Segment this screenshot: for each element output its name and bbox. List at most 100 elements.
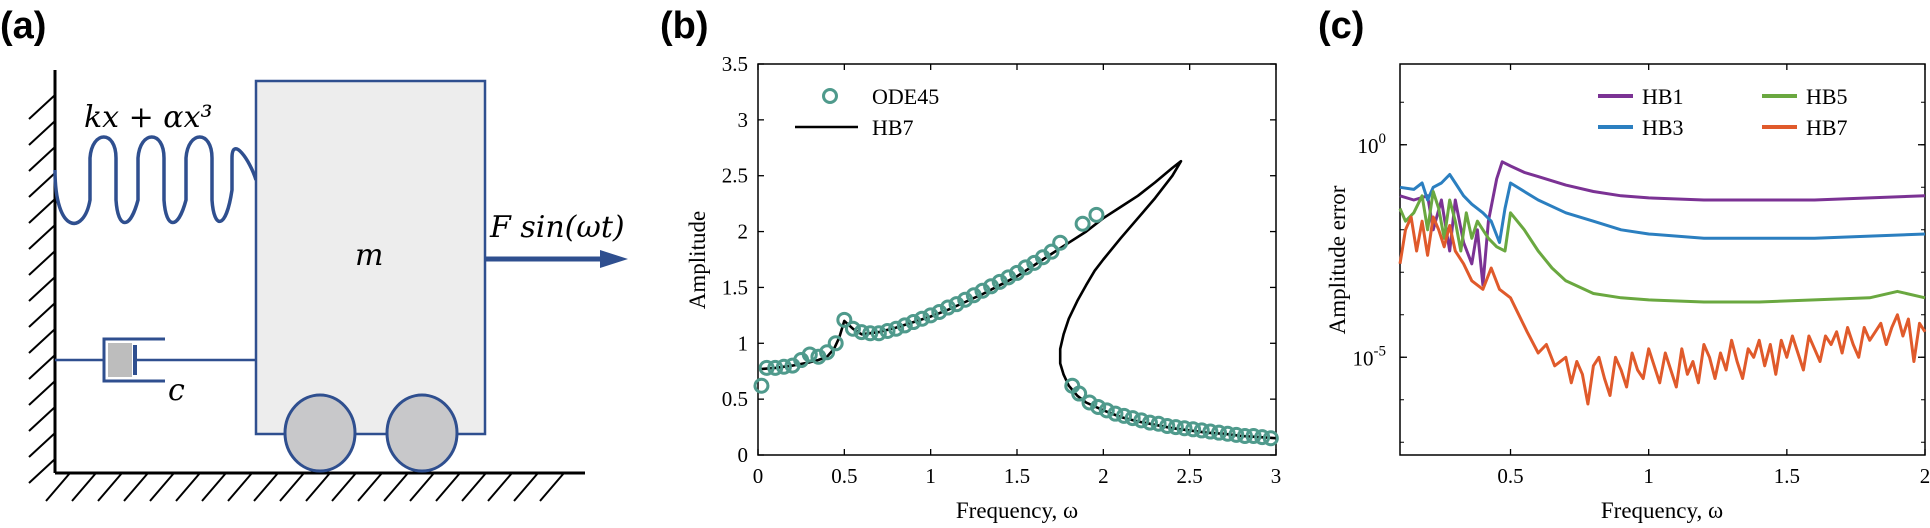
force-arrow xyxy=(485,250,628,268)
ode45-point xyxy=(1000,269,1017,286)
legend-hb3: HB3 xyxy=(1642,115,1684,140)
hatch-line xyxy=(279,472,305,502)
ode45-point xyxy=(879,322,896,339)
ode45-point xyxy=(836,311,853,328)
series-hb1-line xyxy=(1399,160,1926,287)
ode45-point xyxy=(1071,385,1088,402)
ode45-point xyxy=(767,359,784,376)
y-tick-label: 0 xyxy=(738,443,749,467)
legend-hb7: HB7 xyxy=(1806,115,1848,140)
hatch-line xyxy=(28,328,56,354)
x-tick-label: 1.5 xyxy=(1004,464,1030,488)
series-hb5-line xyxy=(1398,190,1926,304)
damper xyxy=(55,337,256,383)
plot-b-frame xyxy=(757,63,1277,456)
ode45-point xyxy=(1245,428,1262,445)
plot-c-legend: HB1 HB5 HB3 HB7 xyxy=(1598,84,1848,140)
hatch-line xyxy=(383,472,409,502)
panel-c: (c) 0.5 1 1.5 2 100 10-5 Frequency, ω Amplitu… xyxy=(1318,5,1930,523)
ode45-point xyxy=(1211,424,1228,441)
ode45-point xyxy=(1219,425,1236,442)
ode45-point xyxy=(965,287,982,304)
ode45-point xyxy=(1185,421,1202,438)
plot-c-ylabel: Amplitude error xyxy=(1325,185,1350,334)
x-tick-label: 2 xyxy=(1920,464,1930,488)
hatch-line xyxy=(28,354,56,380)
x-tick-label: 0.5 xyxy=(831,464,857,488)
hatch-line xyxy=(331,472,357,502)
hatch-line xyxy=(28,120,56,146)
ode45-point xyxy=(1098,402,1115,419)
ode45-point xyxy=(957,291,974,308)
wheel-left xyxy=(283,393,357,473)
legend-hb7: HB7 xyxy=(872,115,914,140)
hatch-line xyxy=(461,472,487,502)
plot-b-hb7-curve xyxy=(761,159,1277,440)
legend-ode45-marker xyxy=(822,88,838,104)
hatch-line xyxy=(45,472,71,502)
y-tick-label: 1 xyxy=(738,331,749,355)
ode45-point xyxy=(1150,415,1167,432)
hatch-line xyxy=(175,472,201,502)
hatch-line xyxy=(201,472,227,502)
x-tick-label: 1 xyxy=(925,464,936,488)
panel-c-label: (c) xyxy=(1318,5,1364,47)
ode45-point xyxy=(810,348,827,365)
plot-c-xlabel: Frequency, ω xyxy=(1601,498,1723,523)
hatch-line xyxy=(71,472,97,502)
plot-c-series xyxy=(1398,160,1927,406)
ode45-point xyxy=(939,299,956,316)
y-tick-label: 1.5 xyxy=(722,275,748,299)
ode45-point xyxy=(801,346,818,363)
legend-hb5: HB5 xyxy=(1806,84,1848,109)
hatch-line xyxy=(28,94,56,120)
hatch-line xyxy=(28,406,56,432)
ode45-point xyxy=(1074,215,1091,232)
ode45-point xyxy=(1228,426,1245,443)
plot-b-legend: ODE45 HB7 xyxy=(795,84,939,140)
plot-c-ticks: 0.5 1 1.5 2 100 10-5 xyxy=(1353,64,1930,488)
hatch-line xyxy=(28,276,56,302)
series-hb3-line xyxy=(1399,173,1926,244)
hatch-line xyxy=(487,472,513,502)
ode45-point xyxy=(827,335,844,352)
hatch-line xyxy=(357,472,383,502)
ode45-point xyxy=(1262,430,1279,447)
ode45-point xyxy=(1141,414,1158,431)
ode45-point xyxy=(758,359,775,376)
ode45-point xyxy=(1159,417,1176,434)
ground xyxy=(45,471,585,502)
ode45-point xyxy=(1236,428,1253,445)
panel-b-label: (b) xyxy=(660,5,709,47)
hatch-line xyxy=(409,472,435,502)
hatch-line xyxy=(28,302,56,328)
x-tick-label: 0 xyxy=(753,464,764,488)
ode45-point xyxy=(1202,423,1219,440)
x-tick-label: 2.5 xyxy=(1177,464,1203,488)
ode45-point xyxy=(1167,419,1184,436)
ode45-point xyxy=(888,320,905,337)
ode45-point xyxy=(1052,234,1069,251)
panel-a: (a) kx + αx³ m c xyxy=(0,5,628,502)
mass-block xyxy=(254,79,487,436)
series-hb7-line xyxy=(1398,215,1927,406)
panel-a-label: (a) xyxy=(0,5,46,47)
spring-label: kx + αx³ xyxy=(84,100,213,135)
hatch-line xyxy=(253,472,279,502)
y-tick-label: 100 xyxy=(1358,131,1387,158)
y-tick-label: 2.5 xyxy=(722,164,748,188)
ode45-point xyxy=(931,304,948,321)
legend-ode45: ODE45 xyxy=(872,84,939,109)
hatch-line xyxy=(149,472,175,502)
hatch-line xyxy=(28,432,56,458)
ode45-point xyxy=(983,278,1000,295)
y-tick-label: 3 xyxy=(738,108,749,132)
hatch-line xyxy=(227,472,253,502)
ode45-point xyxy=(1107,405,1124,422)
ode45-point xyxy=(853,324,870,341)
ode45-point xyxy=(1081,394,1098,411)
hatch-line xyxy=(28,380,56,406)
ode45-point xyxy=(775,358,792,375)
ode45-point xyxy=(819,344,836,361)
